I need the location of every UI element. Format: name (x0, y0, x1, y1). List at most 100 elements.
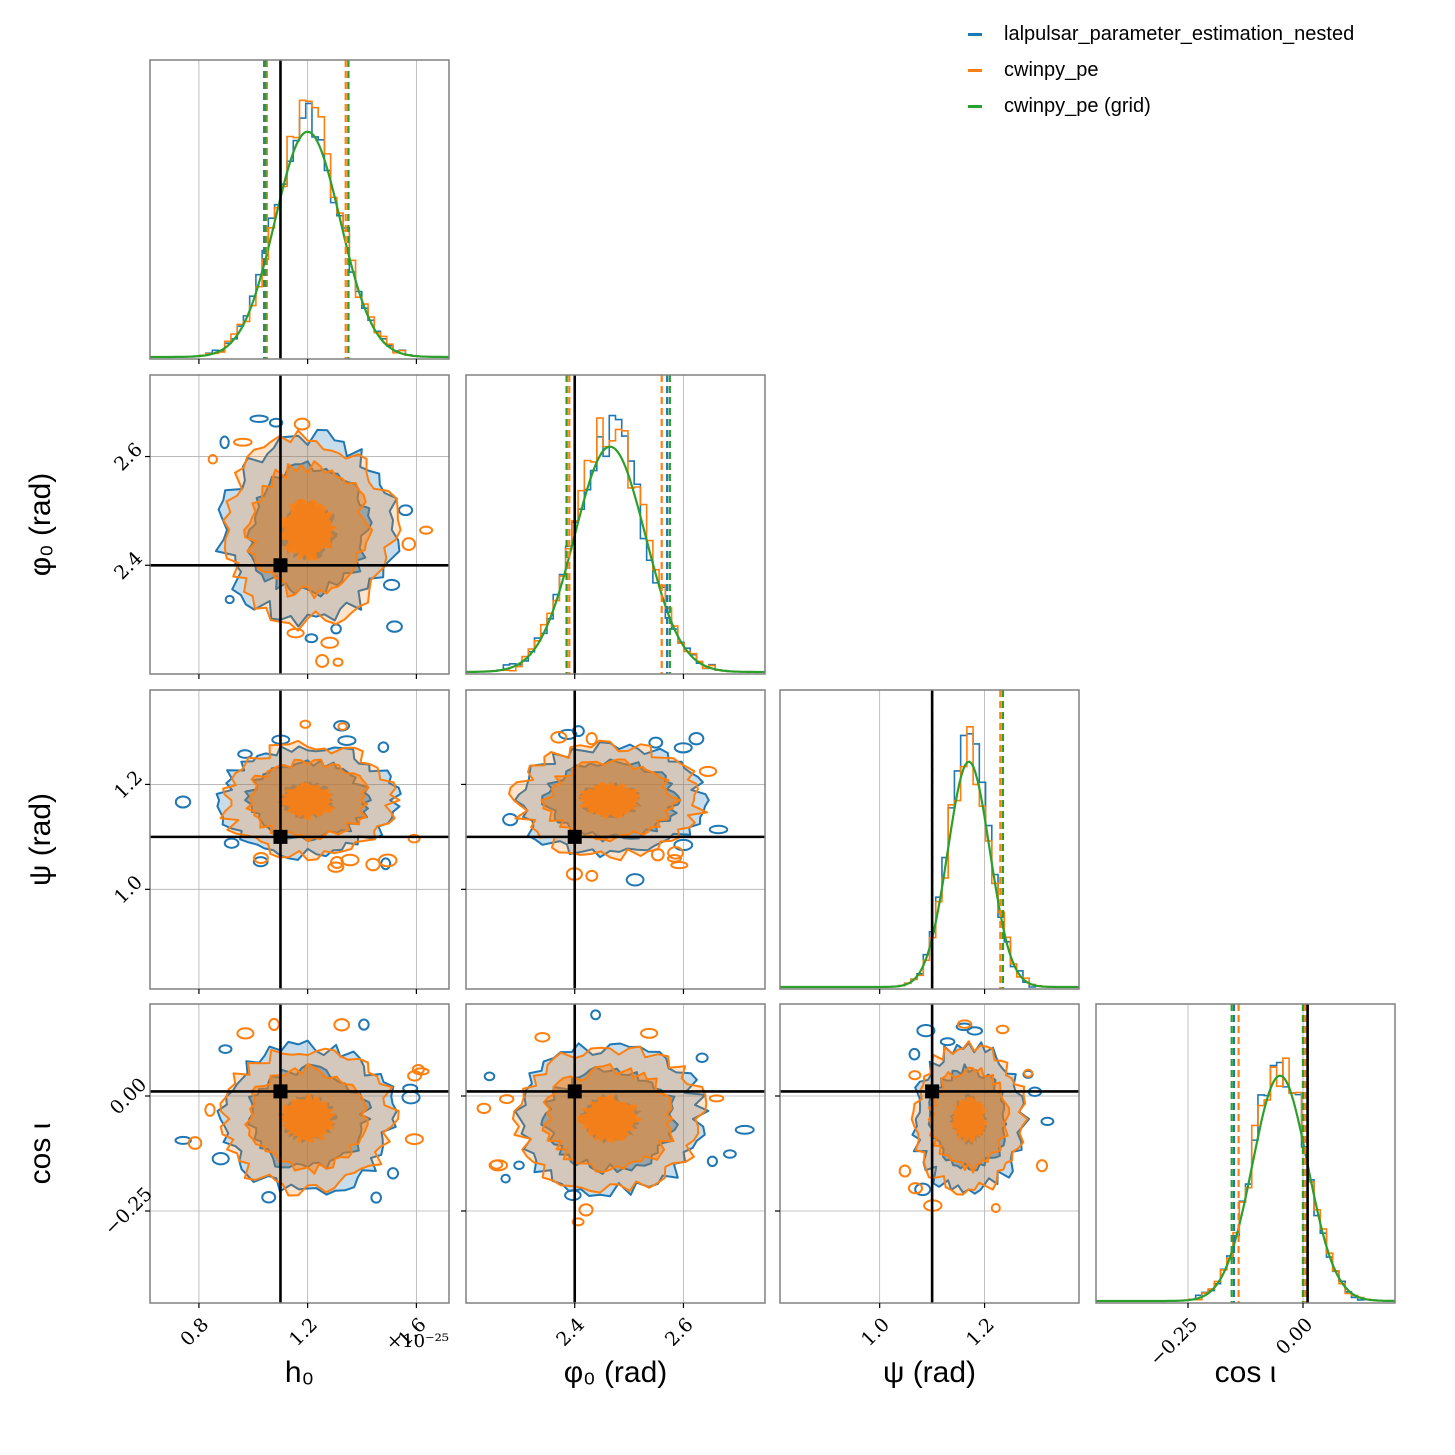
outlier-contour-lalpulsar (734, 1124, 755, 1135)
joint-panel-phi0-psi (466, 690, 765, 989)
outlier-contour-lalpulsar (370, 1191, 383, 1204)
outlier-contour-cwinpy-pe (698, 765, 718, 777)
outlier-contour-lalpulsar (688, 732, 705, 746)
outlier-contour-lalpulsar (966, 1026, 984, 1036)
outlier-contour-lalpulsar (358, 1018, 370, 1031)
joint-panel-h0-cosi-frame (149, 1003, 450, 1304)
x-tick-label-phi0-0: 2.4 (552, 1314, 589, 1351)
x-axis-label-phi0: φ₀ (rad) (564, 1356, 668, 1389)
outlier-contour-cwinpy-pe (401, 537, 417, 552)
y-axis-label-cosi: cos ι (24, 1123, 57, 1185)
outlier-contour-lalpulsar (401, 1090, 421, 1105)
histogram-cosi-cwinpy-pe (1096, 1057, 1395, 1302)
x-axis-label-cosi: cos ι (1215, 1356, 1277, 1389)
marginal-panel-phi0 (466, 375, 765, 674)
outlier-contour-cwinpy-pe (534, 1032, 551, 1043)
outlier-contour-cwinpy-pe (407, 833, 421, 844)
outlier-contour-lalpulsar (500, 1173, 511, 1184)
marginal-psi-frame (779, 689, 1080, 990)
marginal-panel-cosi (1096, 1004, 1395, 1303)
outlier-contour-lalpulsar (483, 1071, 496, 1082)
outlier-contour-lalpulsar (386, 1167, 400, 1180)
outlier-contour-cwinpy-pe (293, 417, 311, 431)
y-axis-label-psi: ψ (rad) (24, 793, 57, 886)
outlier-contour-cwinpy-pe (236, 1027, 255, 1040)
outlier-contour-cwinpy-pe (1035, 1159, 1049, 1173)
legend-label-cwinpy-pe: cwinpy_pe (1004, 58, 1099, 81)
joint-panel-phi0-cosi (466, 1004, 765, 1303)
outlier-contour-cwinpy-pe (476, 1102, 492, 1115)
truth-marker (273, 558, 288, 573)
joint-panel-phi0-cosi-frame (465, 1003, 766, 1304)
outlier-contour-cwinpy-pe (956, 1019, 973, 1029)
outlier-contour-cwinpy-pe (207, 454, 218, 465)
joint-panel-h0-psi-frame (149, 689, 450, 990)
outlier-contour-lalpulsar (558, 728, 578, 740)
outlier-contour-lalpulsar (261, 1191, 277, 1204)
outlier-contour-cwinpy-pe (404, 1133, 424, 1146)
joint-panel-psi-cosi (780, 1004, 1079, 1303)
legend-item-cwinpy-pe-grid: cwinpy_pe (grid) (968, 88, 1354, 124)
outlier-contour-lalpulsar (673, 742, 693, 754)
outlier-contour-lalpulsar (386, 620, 403, 633)
outlier-contour-lalpulsar (398, 504, 414, 517)
outlier-contour-cwinpy-pe (320, 636, 340, 649)
outlier-contour-lalpulsar (590, 1009, 602, 1021)
contour-cwinpy-pe-1σ (277, 1094, 337, 1144)
joint-panel-h0-phi0 (150, 375, 449, 674)
y-tick-label-phi0-0: 2.4 (110, 547, 147, 584)
outlier-contour-cwinpy-pe (286, 627, 305, 639)
outlier-contour-cwinpy-pe (299, 719, 312, 729)
joint-panel-psi-cosi-frame (779, 1003, 1080, 1304)
outlier-contour-lalpulsar (249, 414, 269, 423)
y-axis-label-phi0: φ₀ (rad) (24, 473, 57, 577)
outlier-contour-cwinpy-pe (187, 1136, 203, 1150)
joint-panel-h0-cosi (150, 1004, 449, 1303)
grid-curve-psi (780, 760, 1079, 989)
outlier-contour-lalpulsar (502, 812, 519, 827)
outlier-contour-cwinpy-pe (204, 1102, 216, 1117)
x-axis-label-h0: h₀ (285, 1356, 314, 1389)
y-tick-label-psi-1: 1.2 (110, 766, 147, 803)
y-tick-label-cosi-1: 0.00 (106, 1074, 151, 1119)
x-tick-label-phi0-1: 2.6 (661, 1314, 698, 1351)
grid-curve-h0 (150, 130, 449, 359)
marginal-cosi-frame (1095, 1003, 1396, 1304)
truth-marker (273, 829, 288, 844)
outlier-contour-cwinpy-pe (499, 1094, 515, 1105)
outlier-contour-lalpulsar (1040, 1116, 1055, 1127)
joint-panel-phi0-psi-frame (465, 689, 766, 990)
outlier-contour-cwinpy-pe (908, 1070, 922, 1081)
truth-marker (273, 1084, 288, 1099)
outlier-contour-lalpulsar (513, 1160, 525, 1171)
joint-panel-h0-psi (150, 690, 449, 989)
outlier-contour-cwinpy-pe (333, 1018, 351, 1032)
outlier-contour-lalpulsar (377, 741, 390, 753)
outlier-contour-cwinpy-pe (377, 853, 398, 868)
contour-cwinpy-pe-1σ (279, 782, 336, 820)
truth-marker (925, 1084, 940, 1099)
outlier-contour-cwinpy-pe (995, 1024, 1010, 1035)
legend-swatch-lalpulsar (968, 32, 982, 36)
outlier-contour-cwinpy-pe (337, 722, 348, 731)
outlier-contour-lalpulsar (337, 735, 357, 746)
x-tick-label-h0-0: 0.8 (176, 1314, 213, 1351)
outlier-contour-lalpulsar (211, 1151, 230, 1166)
outlier-contour-lalpulsar (174, 795, 192, 809)
truth-marker (567, 1084, 582, 1099)
outlier-contour-cwinpy-pe (411, 1064, 425, 1075)
histogram-phi0-lalpulsar (466, 414, 765, 673)
outlier-contour-lalpulsar (382, 578, 401, 591)
outlier-contour-cwinpy-pe (233, 437, 253, 447)
x-axis-label-psi: ψ (rad) (883, 1356, 976, 1389)
legend-swatch-cwinpy-pe-grid (968, 104, 982, 108)
outlier-contour-cwinpy-pe (666, 854, 683, 863)
histogram-cosi-lalpulsar (1096, 1061, 1395, 1302)
marginal-h0-frame (149, 59, 450, 360)
truth-marker (567, 829, 582, 844)
outlier-contour-lalpulsar (673, 838, 694, 852)
legend-swatch-cwinpy-pe (968, 68, 982, 72)
outlier-contour-lalpulsar (218, 1044, 233, 1054)
outlier-contour-cwinpy-pe (667, 846, 684, 860)
